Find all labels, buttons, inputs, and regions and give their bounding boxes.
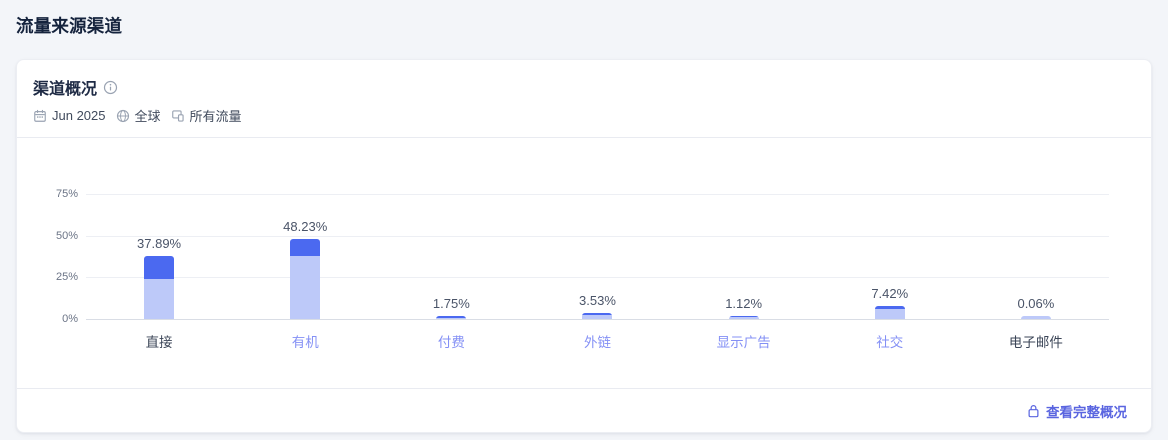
bar-column-7: 0.06% [963, 194, 1109, 319]
y-axis-tick-75%: 75% [55, 188, 78, 200]
gridline-50%: 50% [56, 230, 1109, 242]
bar-column-6: 7.42% [817, 194, 963, 319]
filter-geo-label: 全球 [134, 109, 161, 124]
bar-segment-top [728, 316, 759, 317]
view-full-overview-label: 查看完整概况 [1046, 404, 1127, 420]
bar-4[interactable] [582, 313, 613, 319]
channels-overview-card: 渠道概况 [16, 59, 1152, 433]
y-axis-tick-50%: 50% [55, 229, 78, 242]
value-label-1: 37.89% [137, 236, 182, 251]
bar-6[interactable] [874, 306, 905, 319]
value-label-7: 0.06% [1017, 296, 1055, 311]
value-label-3: 1.75% [432, 296, 470, 311]
bar-segment-bottom [144, 279, 175, 319]
channels-bar-chart: 75% 50% 25% 0% 37.89% 48.23% 1.75% 3.53% 1.12% 7.… [17, 138, 1151, 388]
value-label-5: 1.12% [725, 296, 763, 311]
chart-plot-area: 75% 50% 25% 0% 37.89% 48.23% 1.75% 3.53% 1.12% 7.… [56, 188, 1109, 325]
category-label-1: 直接 [145, 335, 173, 350]
page-title: 流量来源渠道 [16, 16, 123, 36]
bar-segment-top [874, 306, 905, 309]
gridline-75%: 75% [56, 188, 1109, 200]
card-title: 渠道概况 [33, 81, 98, 98]
view-full-overview-link[interactable]: 查看完整概况 [1027, 401, 1127, 421]
footer-divider [17, 388, 1151, 389]
bar-2[interactable] [290, 239, 321, 319]
bar-segment-bottom [290, 256, 321, 319]
globe-icon [116, 109, 130, 123]
bar-3[interactable] [436, 316, 467, 319]
filter-traffic-type-label: 所有流量 [189, 109, 242, 124]
filter-date-label: Jun 2025 [52, 108, 106, 123]
bar-segment-top [144, 256, 175, 279]
card-footer: 查看完整概况 [17, 389, 1151, 432]
bar-segment-top [436, 316, 467, 318]
calendar-icon [33, 109, 47, 123]
bar-5[interactable] [728, 316, 759, 319]
bar-segment-top [290, 239, 321, 256]
traffic-type-icon [171, 109, 185, 123]
value-label-6: 7.42% [871, 286, 909, 301]
value-label-4: 3.53% [579, 293, 616, 308]
value-label-2: 48.23% [283, 219, 328, 234]
chart-category-labels: 直接 有机 付费 外链 显示广告 社交 电子邮件 [86, 331, 1109, 351]
bar-column-2: 48.23% [232, 194, 378, 319]
bar-column-4: 3.53% [524, 194, 670, 319]
header-divider [17, 137, 1151, 138]
category-label-6[interactable]: 社交 [876, 335, 904, 350]
filter-traffic-type: 所有流量 [171, 106, 242, 125]
bar-columns: 37.89% 48.23% 1.75% 3.53% 1.12% 7.42% 0.06% [86, 194, 1109, 319]
bar-segment-bottom [728, 317, 759, 319]
filter-date: Jun 2025 [33, 108, 106, 123]
lock-icon [1027, 404, 1040, 418]
bar-segment-top [582, 313, 613, 315]
gridline-25%: 25% [56, 271, 1109, 283]
bar-segment-bottom [874, 309, 905, 319]
category-label-3[interactable]: 付费 [437, 335, 465, 350]
bar-segment-bottom [1020, 316, 1051, 319]
bar-column-5: 1.12% [671, 194, 817, 319]
bar-column-3: 1.75% [378, 194, 524, 319]
bar-column-1: 37.89% [86, 194, 232, 319]
info-icon[interactable] [103, 80, 118, 95]
bar-segment-bottom [582, 315, 613, 319]
filters-row: Jun 2025 全球 [33, 106, 1135, 125]
y-axis-tick-0%: 0% [62, 313, 78, 325]
filter-geo: 全球 [116, 106, 161, 125]
y-axis-tick-25%: 25% [55, 271, 78, 284]
category-label-5[interactable]: 显示广告 [716, 335, 771, 350]
category-label-2[interactable]: 有机 [291, 335, 319, 350]
bar-segment-bottom [436, 318, 467, 319]
category-label-4[interactable]: 外链 [583, 335, 611, 350]
gridline-0%: 0% [62, 313, 1109, 325]
card-header: 渠道概况 [17, 60, 1151, 137]
bar-1[interactable] [144, 256, 175, 319]
bar-7[interactable] [1020, 316, 1051, 319]
category-label-7: 电子邮件 [1008, 335, 1063, 350]
